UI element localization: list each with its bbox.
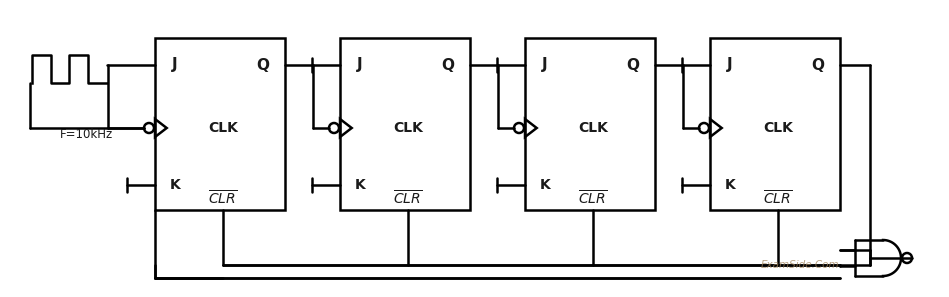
Bar bbox=[525, 38, 655, 210]
Text: Q: Q bbox=[256, 58, 270, 72]
Text: Q: Q bbox=[811, 58, 825, 72]
Text: J: J bbox=[727, 58, 733, 72]
Text: K: K bbox=[170, 178, 180, 192]
Text: F=10kHz: F=10kHz bbox=[60, 129, 113, 141]
Bar bbox=[155, 38, 285, 210]
Text: Q: Q bbox=[441, 58, 455, 72]
Text: CLK: CLK bbox=[393, 121, 423, 135]
Text: $\overline{CLR}$: $\overline{CLR}$ bbox=[394, 189, 422, 207]
Text: J: J bbox=[172, 58, 177, 72]
Text: J: J bbox=[542, 58, 548, 72]
Text: Q: Q bbox=[626, 58, 640, 72]
Text: CLK: CLK bbox=[208, 121, 238, 135]
Text: CLK: CLK bbox=[578, 121, 608, 135]
Text: K: K bbox=[540, 178, 550, 192]
Text: $\overline{CLR}$: $\overline{CLR}$ bbox=[579, 189, 607, 207]
Text: $\overline{CLR}$: $\overline{CLR}$ bbox=[209, 189, 237, 207]
Bar bbox=[710, 38, 840, 210]
Text: K: K bbox=[355, 178, 365, 192]
Text: K: K bbox=[725, 178, 735, 192]
Text: ExamSide.Com: ExamSide.Com bbox=[761, 260, 839, 270]
Text: $\overline{CLR}$: $\overline{CLR}$ bbox=[764, 189, 792, 207]
Text: CLK: CLK bbox=[763, 121, 793, 135]
Bar bbox=[340, 38, 470, 210]
Text: J: J bbox=[357, 58, 363, 72]
